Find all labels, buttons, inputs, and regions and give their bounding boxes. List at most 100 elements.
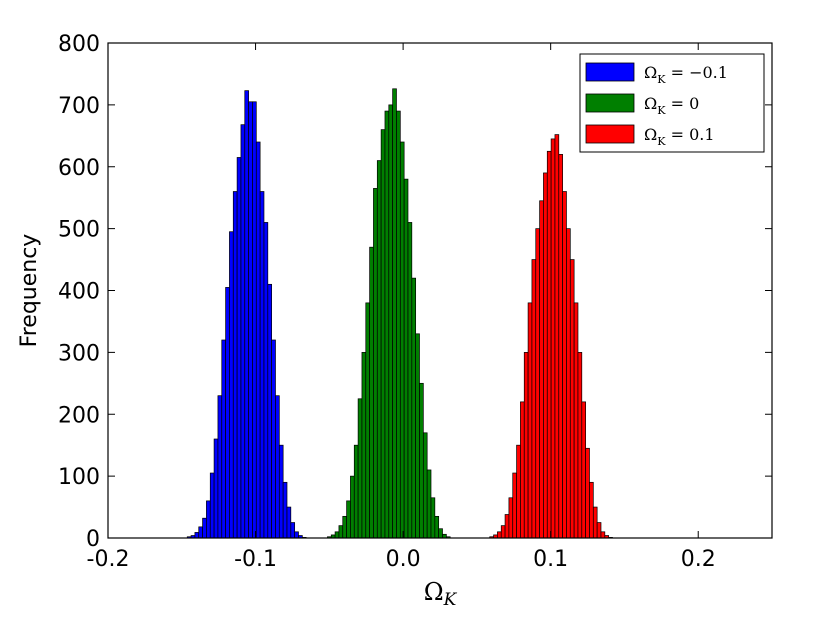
histogram-bar — [271, 339, 276, 539]
histogram-bar — [426, 469, 432, 539]
y-tick-label: 200 — [58, 403, 100, 428]
histogram-bar — [278, 444, 284, 539]
histogram-bar — [334, 531, 340, 539]
histogram-bar — [384, 110, 390, 539]
y-tick-label: 100 — [58, 465, 100, 490]
histogram-bar — [217, 395, 223, 539]
histogram-bar — [282, 481, 288, 539]
histogram-bar — [342, 515, 347, 539]
histogram-bar — [286, 506, 292, 539]
histogram-bar — [546, 150, 552, 539]
x-axis-label: ΩK — [424, 578, 458, 610]
legend: ΩK = −0.1 ΩK = 0 ΩK = 0.1 — [579, 53, 765, 153]
histogram-bar — [508, 497, 514, 539]
y-axis-label: Frequency — [17, 234, 42, 348]
y-tick-label: 600 — [58, 156, 100, 181]
histogram-bar — [369, 246, 374, 539]
histogram-bar — [259, 191, 265, 539]
x-tick-label: 0.2 — [681, 547, 716, 572]
histogram-bar — [213, 438, 219, 539]
histogram-bar — [531, 259, 537, 539]
histogram-bar — [263, 222, 269, 539]
legend-item: ΩK = −0.1 — [585, 62, 728, 86]
histogram-bar — [422, 432, 428, 539]
y-tick-label: 500 — [58, 218, 100, 243]
legend-swatch — [585, 124, 635, 144]
histogram-bar — [248, 101, 253, 539]
histogram-bar — [361, 352, 367, 539]
histogram-bar — [236, 157, 242, 539]
histogram-bar — [569, 259, 575, 539]
histogram-bar — [198, 526, 203, 539]
x-tick-label: -0.1 — [234, 547, 277, 572]
histogram-bar — [581, 401, 586, 539]
histogram-bar — [229, 231, 234, 539]
histogram-bar — [430, 497, 436, 539]
histogram-bar — [407, 222, 413, 539]
histogram-bar — [527, 302, 533, 539]
histogram-bar — [290, 522, 296, 539]
histogram-bar — [535, 228, 540, 539]
x-tick-label: -0.2 — [87, 547, 130, 572]
histogram-bar — [543, 172, 548, 539]
histogram-bar — [373, 188, 378, 539]
histogram-bar — [388, 104, 393, 539]
histogram-bar — [392, 88, 397, 539]
histogram-bar — [244, 90, 249, 539]
histogram-bar — [225, 287, 230, 539]
legend-item: ΩK = 0.1 — [585, 124, 715, 148]
histogram-bar — [255, 141, 261, 539]
histogram-bar — [267, 283, 272, 539]
histogram-bar — [294, 531, 299, 539]
histogram-bar — [562, 191, 567, 539]
histogram-bar — [206, 500, 211, 539]
histogram-bar — [554, 134, 560, 539]
x-tick-label: 0.1 — [533, 547, 568, 572]
histogram-bar — [589, 481, 594, 539]
x-axis-ticks: -0.2 -0.1 0.0 0.1 0.2 — [87, 43, 716, 572]
legend-label: ΩK = 0.1 — [644, 125, 715, 148]
histogram-bar — [415, 333, 420, 539]
histogram-bar — [512, 472, 517, 539]
y-tick-label: 800 — [58, 32, 100, 57]
histogram-bar — [500, 525, 506, 539]
histogram-bar — [558, 154, 563, 539]
histogram-bar — [419, 382, 424, 539]
histogram-bar — [232, 191, 238, 539]
histogram-bar — [585, 447, 590, 539]
y-tick-label: 0 — [86, 527, 100, 552]
histogram-bar — [275, 395, 280, 539]
histogram-bar — [403, 178, 409, 539]
histogram-bar — [504, 514, 510, 539]
histogram-bar — [592, 506, 598, 539]
histogram-bar — [396, 110, 401, 539]
histogram-bar — [573, 302, 579, 539]
y-tick-label: 300 — [58, 341, 100, 366]
histogram-bar — [252, 101, 257, 539]
histogram-bar — [520, 401, 525, 539]
histogram-bar — [357, 398, 363, 539]
histogram-bar — [596, 522, 602, 539]
legend-label: ΩK = 0 — [644, 94, 699, 117]
histogram-bar — [600, 531, 606, 539]
legend-swatch — [585, 62, 635, 82]
histogram-bar — [411, 277, 417, 539]
x-tick-label: 0.0 — [386, 547, 421, 572]
histogram-bar — [523, 352, 529, 539]
histogram-bar — [221, 339, 226, 539]
histogram-bar — [497, 531, 502, 539]
histogram-bar — [438, 528, 443, 539]
histogram-bar — [566, 228, 571, 539]
histogram-bar — [353, 444, 359, 539]
histogram-bar — [434, 515, 440, 539]
y-tick-label: 400 — [58, 280, 100, 305]
histogram-bar — [380, 129, 386, 539]
legend-label: ΩK = −0.1 — [644, 63, 728, 86]
legend-swatch — [585, 93, 635, 113]
histogram-bar — [365, 302, 370, 539]
histogram-bar — [209, 472, 215, 539]
y-tick-label: 700 — [58, 94, 100, 119]
histogram-bar — [376, 160, 382, 539]
legend-item: ΩK = 0 — [585, 93, 699, 117]
